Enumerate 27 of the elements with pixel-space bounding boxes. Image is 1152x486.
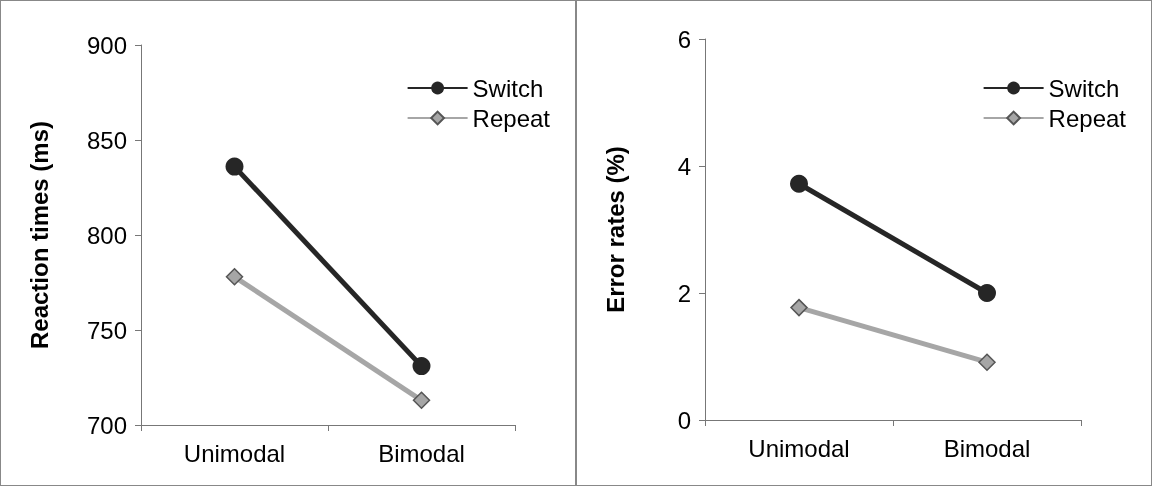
y-tick-label: 0	[677, 406, 691, 434]
legend-label: Switch	[472, 74, 544, 102]
y-tick-label: 750	[86, 316, 127, 344]
y-tick-label: 6	[677, 25, 691, 53]
y-tick-label: 4	[677, 152, 691, 180]
point	[412, 391, 431, 410]
x-tick-label: Bimodal	[943, 434, 1031, 462]
legend-label: Repeat	[472, 104, 551, 132]
point	[790, 174, 808, 193]
point	[978, 353, 996, 371]
point	[790, 298, 808, 317]
x-tick-label: Unimodal	[748, 434, 850, 462]
y-tick-label: 2	[677, 279, 691, 307]
point	[225, 268, 244, 286]
y-tick-label: 700	[86, 411, 127, 439]
legend-label: Repeat	[1048, 104, 1127, 132]
x-tick-label: Unimodal	[183, 439, 286, 467]
y-tick-label: 850	[86, 126, 127, 154]
legend-label: Switch	[1048, 74, 1120, 102]
point	[978, 284, 996, 302]
y-tick-label: 800	[86, 221, 127, 249]
point	[225, 157, 244, 176]
point	[412, 357, 431, 376]
x-tick-label: Bimodal	[378, 439, 465, 467]
y-tick-label: 900	[86, 31, 127, 59]
y-axis-title: Error rates (%)	[601, 146, 629, 313]
y-axis-title: Reaction times (ms)	[25, 120, 53, 350]
